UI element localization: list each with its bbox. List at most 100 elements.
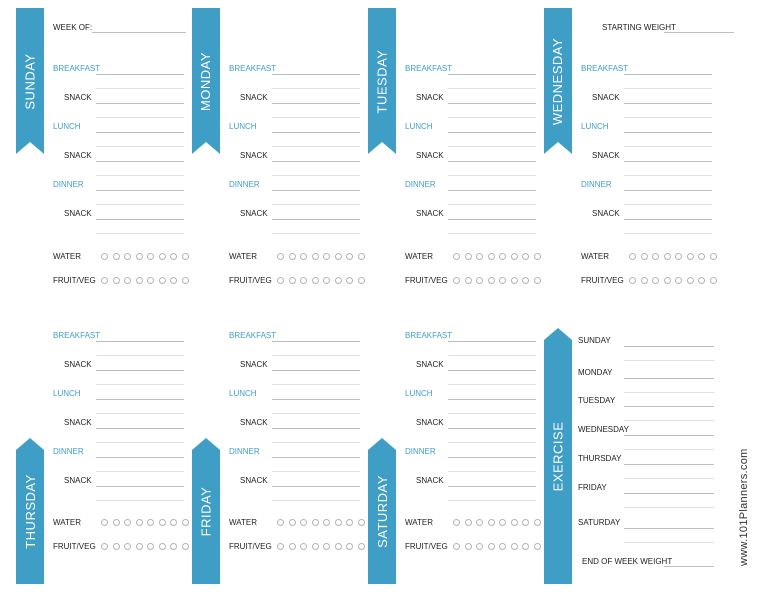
saturday-water-circle[interactable] [499,519,506,526]
monday-breakfast-line[interactable] [272,74,360,75]
exercise-line-extra[interactable] [624,542,714,543]
wednesday-water-circle[interactable] [675,253,682,260]
saturday-fruit-veg-circle[interactable] [499,543,506,550]
wednesday-fruit-veg-circle[interactable] [640,277,648,284]
friday-snack-line-extra[interactable] [272,384,360,385]
exercise-line[interactable] [624,346,714,347]
thursday-fruit-veg-circle[interactable] [101,543,108,550]
end-of-week-weight-line[interactable] [664,566,714,567]
exercise-line[interactable] [624,435,714,436]
monday-dinner-line-extra[interactable] [272,204,360,205]
thursday-fruit-veg-circle[interactable] [181,543,189,550]
friday-water-circle[interactable] [346,519,353,526]
sunday-water-circle[interactable] [181,253,189,260]
wednesday-fruit-veg-circle[interactable] [686,277,694,284]
starting-weight-line[interactable] [664,32,734,33]
sunday-lunch-line-extra[interactable] [96,146,184,147]
wednesday-water-circle[interactable] [629,253,636,260]
sunday-water-circle[interactable] [112,253,120,260]
saturday-water-circle[interactable] [487,519,495,526]
sunday-water-circle[interactable] [135,253,143,260]
saturday-breakfast-line[interactable] [448,341,536,342]
wednesday-water-circle[interactable] [652,253,659,260]
sunday-water-circle[interactable] [101,253,108,260]
saturday-fruit-veg-circle[interactable] [510,543,518,550]
thursday-fruit-veg-circle[interactable] [158,543,166,550]
tuesday-breakfast-line-extra[interactable] [448,88,536,89]
saturday-fruit-veg-circle[interactable] [522,543,529,550]
wednesday-snack-line[interactable] [624,161,712,162]
thursday-snack-line-extra[interactable] [96,500,184,501]
friday-breakfast-line-extra[interactable] [272,355,360,356]
wednesday-water-circle[interactable] [698,253,705,260]
sunday-dinner-line[interactable] [96,190,184,191]
tuesday-water-circle[interactable] [476,253,483,260]
wednesday-snack-line[interactable] [624,219,712,220]
exercise-line-extra[interactable] [624,420,714,421]
thursday-water-circle[interactable] [181,519,189,526]
wednesday-fruit-veg-circle[interactable] [663,277,671,284]
friday-snack-line[interactable] [272,428,360,429]
exercise-line-extra[interactable] [624,507,714,508]
friday-snack-line[interactable] [272,370,360,371]
sunday-breakfast-line[interactable] [96,74,184,75]
tuesday-snack-line-extra[interactable] [448,233,536,234]
tuesday-fruit-veg-circle[interactable] [464,277,472,284]
wednesday-snack-line-extra[interactable] [624,233,712,234]
thursday-fruit-veg-circle[interactable] [124,543,131,550]
friday-fruit-veg-circle[interactable] [277,543,284,550]
monday-lunch-line[interactable] [272,132,360,133]
saturday-snack-line[interactable] [448,428,536,429]
thursday-snack-line[interactable] [96,370,184,371]
wednesday-snack-line-extra[interactable] [624,175,712,176]
friday-water-circle[interactable] [311,519,319,526]
thursday-breakfast-line-extra[interactable] [96,355,184,356]
sunday-snack-line[interactable] [96,219,184,220]
monday-fruit-veg-circle[interactable] [357,277,365,284]
friday-breakfast-line[interactable] [272,341,360,342]
tuesday-snack-line[interactable] [448,219,536,220]
tuesday-snack-line[interactable] [448,161,536,162]
monday-fruit-veg-circle[interactable] [346,277,353,284]
wednesday-snack-line[interactable] [624,103,712,104]
saturday-fruit-veg-circle[interactable] [464,543,472,550]
friday-fruit-veg-circle[interactable] [311,543,319,550]
monday-fruit-veg-circle[interactable] [334,277,342,284]
friday-water-circle[interactable] [357,519,365,526]
saturday-lunch-line-extra[interactable] [448,413,536,414]
saturday-water-circle[interactable] [533,519,541,526]
tuesday-snack-line-extra[interactable] [448,117,536,118]
wednesday-lunch-line[interactable] [624,132,712,133]
monday-snack-line-extra[interactable] [272,117,360,118]
tuesday-water-circle[interactable] [510,253,518,260]
sunday-water-circle[interactable] [147,253,154,260]
tuesday-breakfast-line[interactable] [448,74,536,75]
wednesday-dinner-line-extra[interactable] [624,204,712,205]
saturday-fruit-veg-circle[interactable] [453,543,460,550]
saturday-water-circle[interactable] [464,519,472,526]
saturday-breakfast-line-extra[interactable] [448,355,536,356]
sunday-fruit-veg-circle[interactable] [135,277,143,284]
tuesday-fruit-veg-circle[interactable] [510,277,518,284]
monday-breakfast-line-extra[interactable] [272,88,360,89]
tuesday-snack-line-extra[interactable] [448,175,536,176]
monday-fruit-veg-circle[interactable] [288,277,296,284]
tuesday-dinner-line-extra[interactable] [448,204,536,205]
exercise-line-extra[interactable] [624,478,714,479]
monday-water-circle[interactable] [323,253,330,260]
sunday-snack-line[interactable] [96,103,184,104]
thursday-fruit-veg-circle[interactable] [170,543,177,550]
wednesday-fruit-veg-circle[interactable] [629,277,636,284]
thursday-lunch-line-extra[interactable] [96,413,184,414]
thursday-water-circle[interactable] [124,519,131,526]
thursday-fruit-veg-circle[interactable] [135,543,143,550]
thursday-water-circle[interactable] [135,519,143,526]
wednesday-lunch-line-extra[interactable] [624,146,712,147]
monday-fruit-veg-circle[interactable] [300,277,307,284]
wednesday-snack-line-extra[interactable] [624,117,712,118]
friday-fruit-veg-circle[interactable] [346,543,353,550]
saturday-water-circle[interactable] [453,519,460,526]
thursday-snack-line-extra[interactable] [96,442,184,443]
friday-fruit-veg-circle[interactable] [334,543,342,550]
tuesday-water-circle[interactable] [533,253,541,260]
